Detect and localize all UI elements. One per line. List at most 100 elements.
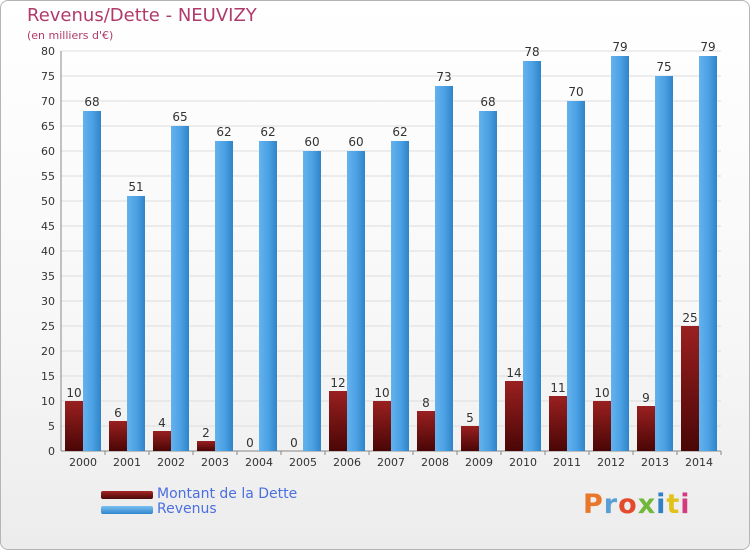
data-label-dette: 2 bbox=[202, 426, 210, 440]
x-tick-label: 2007 bbox=[377, 456, 405, 469]
data-label-revenus: 68 bbox=[480, 95, 495, 109]
bar-revenus bbox=[611, 56, 629, 451]
y-tick-label: 20 bbox=[41, 345, 55, 358]
x-tick-label: 2012 bbox=[597, 456, 625, 469]
y-tick-label: 75 bbox=[41, 70, 55, 83]
data-label-dette: 5 bbox=[466, 411, 474, 425]
legend-label-dette: Montant de la Dette bbox=[157, 486, 298, 502]
x-tick-label: 2002 bbox=[157, 456, 185, 469]
chart-subtitle: (en milliers d'€) bbox=[27, 29, 114, 42]
bar-dette bbox=[549, 396, 567, 451]
logo-letter: r bbox=[603, 489, 619, 520]
data-label-dette: 10 bbox=[374, 386, 389, 400]
y-tick-label: 10 bbox=[41, 395, 55, 408]
bar-dette bbox=[197, 441, 215, 451]
y-tick-label: 55 bbox=[41, 170, 55, 183]
logo-letter: P bbox=[583, 489, 604, 520]
data-label-revenus: 79 bbox=[700, 40, 715, 54]
data-label-dette: 12 bbox=[330, 376, 345, 390]
y-tick-label: 60 bbox=[41, 145, 55, 158]
data-label-revenus: 51 bbox=[128, 180, 143, 194]
bar-dette bbox=[329, 391, 347, 451]
data-label-dette: 11 bbox=[550, 381, 565, 395]
bar-dette bbox=[505, 381, 523, 451]
data-label-revenus: 65 bbox=[172, 110, 187, 124]
data-label-dette: 25 bbox=[682, 311, 697, 325]
x-tick-label: 2000 bbox=[69, 456, 97, 469]
data-label-revenus: 68 bbox=[84, 95, 99, 109]
x-tick-label: 2005 bbox=[289, 456, 317, 469]
bar-dette bbox=[637, 406, 655, 451]
bar-revenus bbox=[655, 76, 673, 451]
data-label-revenus: 62 bbox=[392, 125, 407, 139]
bar-revenus bbox=[347, 151, 365, 451]
y-tick-label: 15 bbox=[41, 370, 55, 383]
data-label-dette: 4 bbox=[158, 416, 166, 430]
data-label-revenus: 70 bbox=[568, 85, 583, 99]
bar-dette bbox=[153, 431, 171, 451]
bar-revenus bbox=[391, 141, 409, 451]
logo-letter: i bbox=[656, 489, 667, 520]
data-label-revenus: 62 bbox=[216, 125, 231, 139]
bar-revenus bbox=[215, 141, 233, 451]
y-tick-label: 25 bbox=[41, 320, 55, 333]
bar-revenus bbox=[435, 86, 453, 451]
logo-letter: i bbox=[680, 489, 691, 520]
data-label-revenus: 60 bbox=[304, 135, 319, 149]
chart-title: Revenus/Dette - NEUVIZY bbox=[27, 5, 257, 26]
bar-revenus bbox=[171, 126, 189, 451]
bar-revenus bbox=[699, 56, 717, 451]
data-label-dette: 9 bbox=[642, 391, 650, 405]
y-tick-label: 40 bbox=[41, 245, 55, 258]
x-tick-label: 2001 bbox=[113, 456, 141, 469]
y-tick-label: 65 bbox=[41, 120, 55, 133]
logo-letter: x bbox=[637, 489, 657, 520]
y-tick-label: 50 bbox=[41, 195, 55, 208]
data-label-revenus: 75 bbox=[656, 60, 671, 74]
x-tick-label: 2013 bbox=[641, 456, 669, 469]
x-tick-label: 2011 bbox=[553, 456, 581, 469]
data-label-revenus: 62 bbox=[260, 125, 275, 139]
legend-swatch-dette bbox=[101, 491, 153, 499]
data-label-revenus: 73 bbox=[436, 70, 451, 84]
bar-revenus bbox=[259, 141, 277, 451]
data-label-dette: 0 bbox=[290, 436, 298, 450]
bar-dette bbox=[593, 401, 611, 451]
bar-revenus bbox=[479, 111, 497, 451]
legend-label-revenus: Revenus bbox=[157, 501, 217, 517]
y-tick-label: 45 bbox=[41, 220, 55, 233]
y-tick-label: 80 bbox=[41, 45, 55, 58]
bar-dette bbox=[681, 326, 699, 451]
data-label-dette: 10 bbox=[66, 386, 81, 400]
x-tick-label: 2008 bbox=[421, 456, 449, 469]
y-tick-label: 5 bbox=[48, 420, 55, 433]
data-label-dette: 6 bbox=[114, 406, 122, 420]
x-tick-label: 2014 bbox=[685, 456, 713, 469]
data-label-dette: 14 bbox=[506, 366, 521, 380]
logo-letter: o bbox=[618, 489, 638, 520]
bar-dette bbox=[417, 411, 435, 451]
y-tick-label: 0 bbox=[48, 445, 55, 458]
data-label-dette: 10 bbox=[594, 386, 609, 400]
bar-revenus bbox=[567, 101, 585, 451]
bar-dette bbox=[373, 401, 391, 451]
bar-revenus bbox=[127, 196, 145, 451]
proxiti-logo: Proxiti bbox=[583, 489, 691, 520]
x-tick-label: 2004 bbox=[245, 456, 273, 469]
bar-dette bbox=[65, 401, 83, 451]
bar-revenus bbox=[83, 111, 101, 451]
data-label-dette: 0 bbox=[246, 436, 254, 450]
y-tick-label: 70 bbox=[41, 95, 55, 108]
x-tick-label: 2010 bbox=[509, 456, 537, 469]
data-label-revenus: 78 bbox=[524, 45, 539, 59]
x-tick-label: 2003 bbox=[201, 456, 229, 469]
legend-swatch-revenus bbox=[101, 506, 153, 514]
bar-revenus bbox=[523, 61, 541, 451]
bar-revenus bbox=[303, 151, 321, 451]
data-label-dette: 8 bbox=[422, 396, 430, 410]
logo-letter: t bbox=[666, 489, 681, 520]
y-tick-label: 35 bbox=[41, 270, 55, 283]
bar-dette bbox=[461, 426, 479, 451]
